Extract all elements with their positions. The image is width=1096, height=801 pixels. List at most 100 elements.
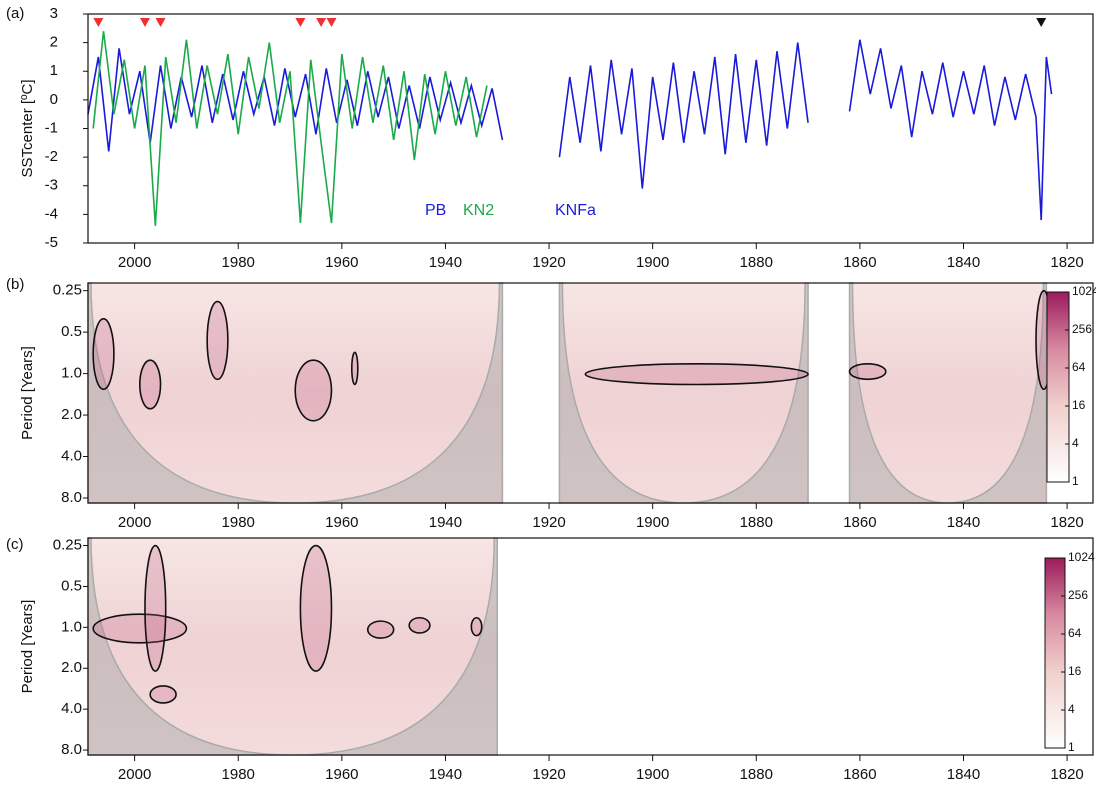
y-tick-label: 0.25: [53, 282, 82, 299]
y-tick-label: 1: [50, 62, 58, 79]
x-tick-label: 1920: [532, 254, 565, 271]
y-tick-label: 8.0: [61, 489, 82, 506]
x-tick-label: 1940: [429, 766, 462, 783]
y-tick-label: 0.25: [53, 537, 82, 554]
significant-region: [294, 359, 333, 422]
colorbar-tick-label: 4: [1072, 436, 1079, 450]
plot-frame: [87, 282, 1094, 504]
y-tick-label: -5: [45, 234, 58, 251]
x-tick-label: 1980: [222, 514, 255, 531]
x-tick-label: 1900: [636, 254, 669, 271]
significant-region: [299, 544, 333, 672]
y-axis-label: Period [Years]: [19, 346, 36, 440]
x-tick-label: 1960: [325, 254, 358, 271]
panel-label: (a): [6, 5, 24, 22]
x-tick-label: 1920: [532, 514, 565, 531]
significant-region: [149, 685, 177, 704]
x-tick-label: 1840: [947, 514, 980, 531]
event-marker: [93, 18, 104, 27]
colorbar-tick-label: 1024: [1068, 550, 1095, 564]
event-marker: [1036, 18, 1047, 27]
x-tick-label: 1840: [947, 254, 980, 271]
x-tick-label: 1980: [222, 254, 255, 271]
y-axis-label: Period [Years]: [19, 600, 36, 694]
colorbar-tick-label: 256: [1068, 588, 1088, 602]
y-tick-label: -2: [45, 148, 58, 165]
legend-label: KNFa: [555, 202, 596, 219]
panel-label: (c): [6, 536, 24, 553]
event-marker: [139, 18, 150, 27]
y-tick-label: 1.0: [61, 365, 82, 382]
y-tick-label: 2.0: [61, 406, 82, 423]
significant-region: [139, 359, 162, 410]
event-marker: [295, 18, 306, 27]
significant-region: [366, 620, 395, 639]
x-tick-label: 1880: [740, 766, 773, 783]
significant-region: [144, 544, 167, 672]
event-marker: [326, 18, 337, 27]
y-tick-label: -3: [45, 177, 58, 194]
colorbar-tick-label: 1: [1072, 474, 1079, 488]
x-tick-label: 1900: [636, 766, 669, 783]
y-tick-label: 8.0: [61, 741, 82, 758]
colorbar-tick-label: 256: [1072, 322, 1092, 336]
colorbar-tick-label: 4: [1068, 702, 1075, 716]
colorbar-tick-label: 1: [1068, 740, 1075, 754]
x-tick-label: 1820: [1050, 766, 1083, 783]
x-tick-label: 1880: [740, 254, 773, 271]
x-tick-label: 1840: [947, 766, 980, 783]
y-tick-label: 2.0: [61, 659, 82, 676]
plot-frame: [87, 13, 1094, 244]
y-tick-label: -4: [45, 205, 58, 222]
x-tick-label: 1860: [843, 254, 876, 271]
significant-region: [92, 317, 115, 391]
data-line: [558, 42, 809, 189]
x-tick-label: 1980: [222, 766, 255, 783]
x-tick-label: 1960: [325, 514, 358, 531]
colorbar-tick-label: 16: [1072, 398, 1086, 412]
colorbar-tick-label: 64: [1068, 626, 1082, 640]
data-line: [848, 39, 1053, 221]
data-line: [87, 48, 504, 152]
y-tick-label: 2: [50, 34, 58, 51]
significant-region: [470, 616, 483, 637]
significant-region: [408, 616, 431, 634]
significant-region: [584, 363, 809, 386]
x-tick-label: 2000: [118, 766, 151, 783]
event-marker: [155, 18, 166, 27]
colorbar: [1044, 557, 1066, 749]
x-tick-label: 1900: [636, 514, 669, 531]
colorbar: [1046, 291, 1070, 483]
y-tick-label: 4.0: [61, 700, 82, 717]
y-axis-label: SSTcenter [ºC]: [19, 79, 36, 177]
legend-label: PB: [425, 202, 446, 219]
data-line: [92, 31, 488, 226]
x-tick-label: 1860: [843, 514, 876, 531]
y-tick-label: 3: [50, 5, 58, 22]
x-tick-label: 1920: [532, 766, 565, 783]
y-tick-label: 0: [50, 91, 58, 108]
x-tick-label: 1860: [843, 766, 876, 783]
x-tick-label: 1820: [1050, 254, 1083, 271]
panel-label: (b): [6, 276, 24, 293]
y-tick-label: 1.0: [61, 618, 82, 635]
x-tick-label: 2000: [118, 254, 151, 271]
colorbar-tick-label: 16: [1068, 664, 1082, 678]
significant-region: [848, 363, 887, 381]
significant-region: [350, 351, 359, 386]
x-tick-label: 2000: [118, 514, 151, 531]
y-tick-label: 0.5: [61, 577, 82, 594]
x-tick-label: 1940: [429, 514, 462, 531]
y-tick-label: 0.5: [61, 323, 82, 340]
x-tick-label: 1960: [325, 766, 358, 783]
x-tick-label: 1880: [740, 514, 773, 531]
significant-region: [206, 300, 229, 381]
colorbar-tick-label: 64: [1072, 360, 1086, 374]
legend-label: KN2: [463, 202, 494, 219]
y-tick-label: 4.0: [61, 447, 82, 464]
significant-region: [92, 613, 188, 644]
event-marker: [316, 18, 327, 27]
colorbar-tick-label: 1024: [1072, 284, 1096, 298]
y-tick-label: -1: [45, 119, 58, 136]
